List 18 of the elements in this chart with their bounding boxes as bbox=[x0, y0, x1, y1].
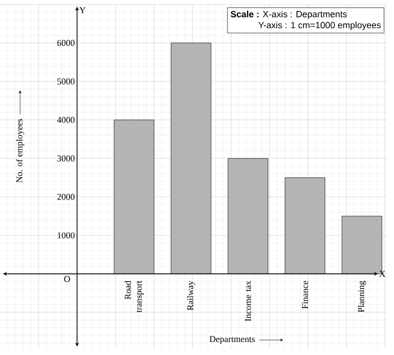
y-tick-label: 4000 bbox=[57, 116, 75, 123]
x-tick-label: Income tax bbox=[245, 280, 251, 322]
y-tick-label: 1000 bbox=[58, 232, 75, 238]
y-tick-label: 2000 bbox=[57, 194, 75, 200]
annotation: Y-axis : 1 cm=1000 employees bbox=[258, 22, 381, 30]
annotation: Scale : X-axis : Departments bbox=[230, 10, 347, 20]
x-tick-label: Road transport bbox=[124, 280, 144, 312]
y-axis-title: No. of employees bbox=[16, 118, 24, 183]
x-tick-label: Planning bbox=[358, 280, 366, 312]
x-tick-label: Finance bbox=[302, 281, 308, 309]
y-tick-label: 5000 bbox=[57, 78, 75, 85]
text: Y bbox=[79, 7, 86, 14]
x-axis-title: Departments bbox=[210, 336, 255, 344]
annotation: X bbox=[379, 270, 386, 277]
y-tick-label: 6000 bbox=[57, 40, 75, 46]
text: O bbox=[64, 276, 70, 282]
x-tick-label: Railway bbox=[186, 280, 196, 310]
y-tick-label: 3000 bbox=[57, 155, 75, 162]
